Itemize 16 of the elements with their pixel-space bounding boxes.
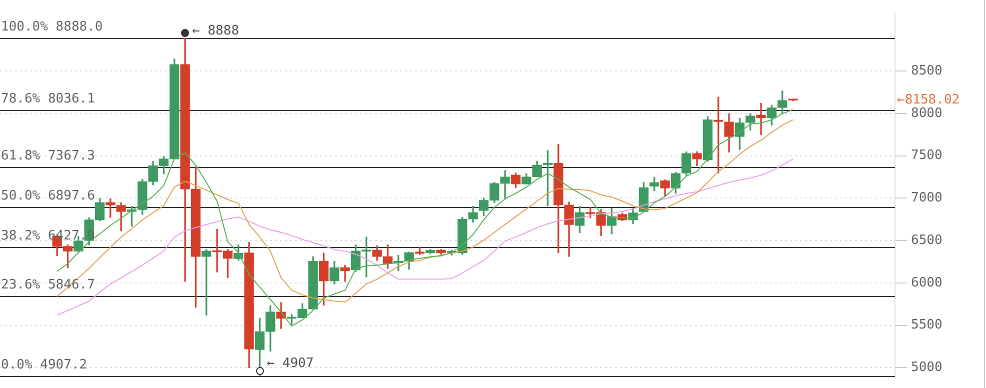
text: ←8158.02 <box>897 92 960 108</box>
y-tick-label: 6000 <box>910 275 942 290</box>
y-tick-label: 7000 <box>910 190 942 206</box>
annotation: ← 8888 <box>192 24 240 39</box>
ref-line-label: 78.6% 8036.1 <box>1 91 95 106</box>
y-tick-label: 8500 <box>910 63 942 78</box>
annotation: ← 4907 <box>266 356 314 371</box>
y-tick-label: 5000 <box>910 360 942 376</box>
y-tick-label: 6500 <box>910 232 942 248</box>
y-tick-label: 8000 <box>910 106 942 121</box>
ref-line-label: 50.0% 6897.6 <box>1 188 95 204</box>
y-tick-label: 7500 <box>910 148 942 164</box>
y-tick-label: 5500 <box>910 318 942 333</box>
ref-line-label: 100.0% 8888.0 <box>1 19 103 34</box>
ref-line-label: 61.8% 7367.3 <box>1 148 95 164</box>
ref-line-label: 0.0% 4907.2 <box>1 357 88 372</box>
